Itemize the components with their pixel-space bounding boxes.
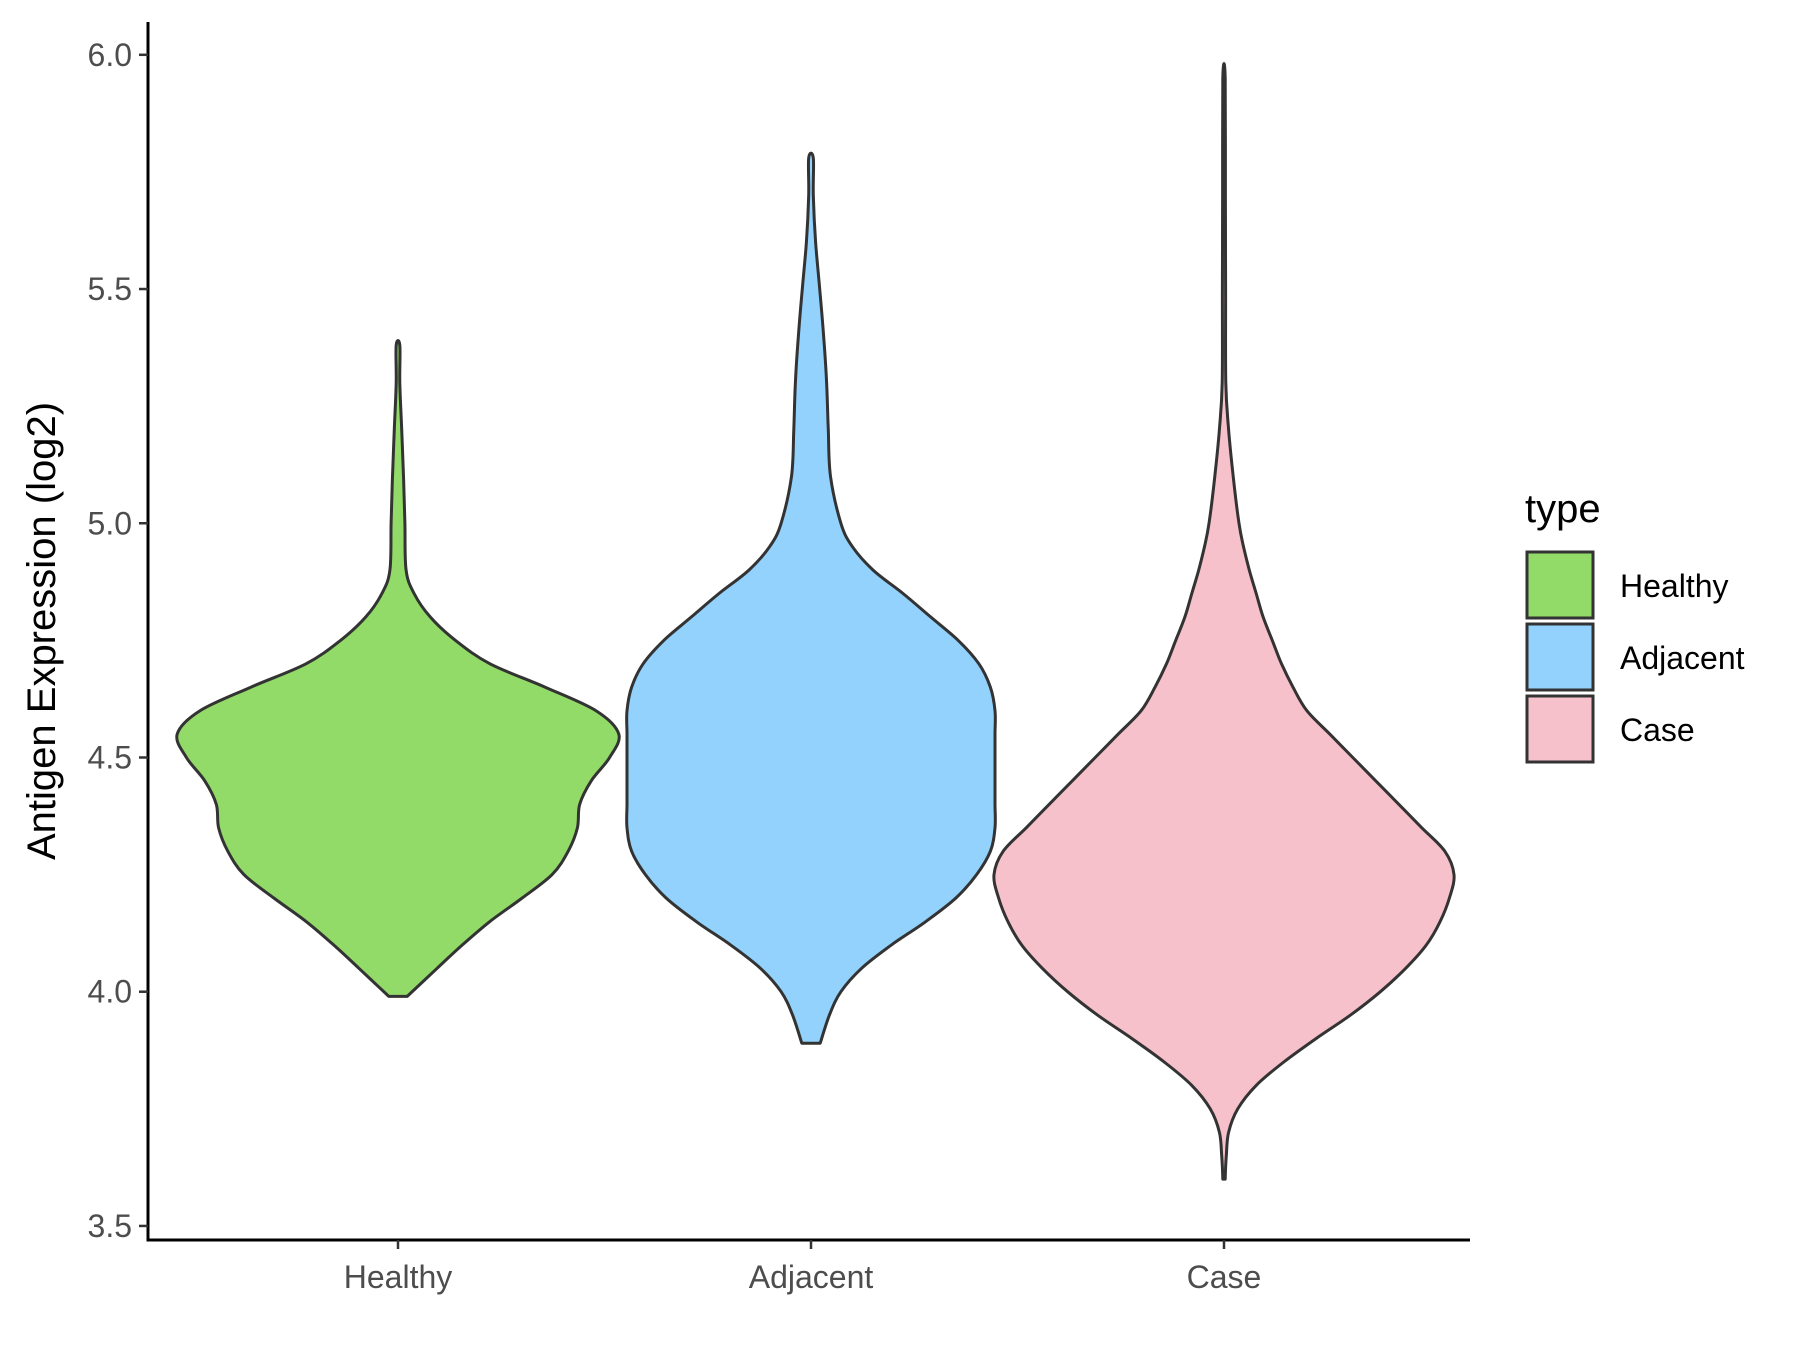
y-tick-label: 4.5 bbox=[88, 739, 132, 775]
y-tick-label: 5.5 bbox=[88, 271, 132, 307]
x-tick-label: Adjacent bbox=[749, 1259, 874, 1295]
legend-entries: Healthy Adjacent Case bbox=[1525, 550, 1745, 764]
legend-swatch-adjacent bbox=[1525, 622, 1595, 692]
legend-swatch-healthy bbox=[1525, 550, 1595, 620]
axes-layer: 3.5 4.0 4.5 5.0 5.5 6.0 Healthy Adjacent Case bbox=[88, 22, 1470, 1295]
x-tick-label: Case bbox=[1187, 1259, 1262, 1295]
y-tick-label: 6.0 bbox=[88, 37, 132, 73]
y-tick-label: 3.5 bbox=[88, 1208, 132, 1244]
y-tick-label: 4.0 bbox=[88, 974, 132, 1010]
x-tick-label: Healthy bbox=[344, 1259, 453, 1295]
legend: type Healthy Adjacent Case bbox=[1525, 487, 1745, 764]
y-axis-title: Antigen Expression (log2) bbox=[20, 402, 64, 860]
legend-title: type bbox=[1525, 487, 1601, 531]
violin-adjacent bbox=[625, 151, 997, 1045]
y-tick-label: 5.0 bbox=[88, 505, 132, 541]
legend-label-case: Case bbox=[1620, 712, 1695, 748]
legend-label-adjacent: Adjacent bbox=[1620, 640, 1745, 676]
violin-layer bbox=[175, 62, 1456, 1181]
legend-swatch-case bbox=[1525, 694, 1595, 764]
violin-case bbox=[992, 62, 1456, 1181]
legend-label-healthy: Healthy bbox=[1620, 568, 1729, 604]
y-ticks: 3.5 4.0 4.5 5.0 5.5 6.0 bbox=[88, 37, 148, 1244]
violin-healthy bbox=[175, 339, 621, 998]
x-ticks: Healthy Adjacent Case bbox=[344, 1240, 1262, 1295]
